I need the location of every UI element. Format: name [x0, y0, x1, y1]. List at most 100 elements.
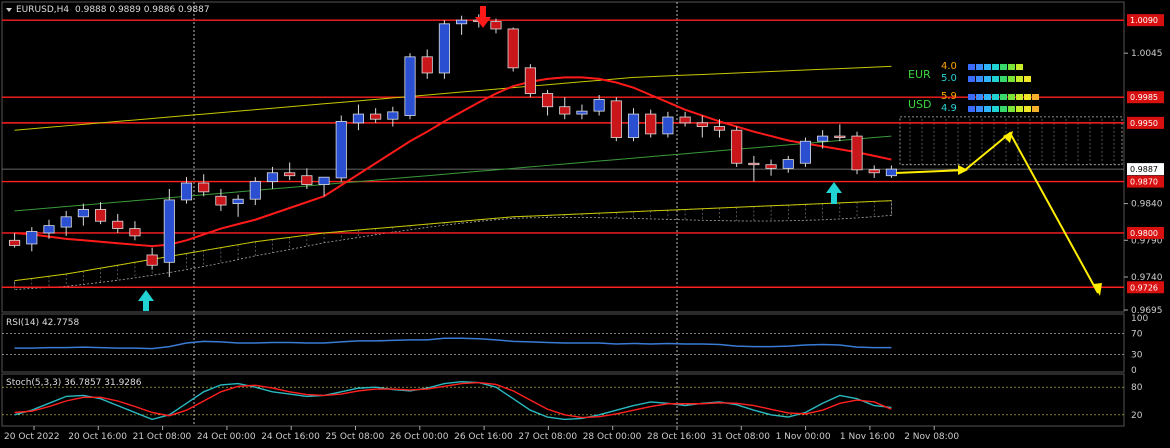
usd-label: USD	[908, 98, 932, 111]
candle-body	[799, 140, 811, 164]
price-tick-label: 0.9695	[1131, 306, 1163, 316]
strength-bar-cell	[1024, 106, 1031, 112]
candle-body	[627, 113, 640, 138]
candle-body	[129, 228, 141, 237]
strength-bar-cell	[1008, 106, 1015, 112]
rsi-label: RSI(14) 42.7758	[6, 318, 79, 328]
strength-value-1: 4.0	[941, 61, 957, 72]
strength-bar-cell	[968, 106, 975, 112]
candle-body	[95, 209, 107, 222]
price-tick-label: 1.0045	[1131, 49, 1163, 59]
candle-body	[593, 98, 605, 112]
strength-bar-cell	[968, 76, 975, 82]
candlesticks	[9, 14, 897, 277]
forecast-arrowhead-1	[958, 165, 968, 175]
buy-arrow-icon	[826, 182, 842, 204]
candle-body	[43, 225, 55, 234]
candle-body	[60, 216, 72, 228]
price-levels	[2, 19, 1124, 288]
stochastic-indicator: 80 20	[2, 380, 1143, 421]
candle-body	[249, 181, 261, 200]
candle-body	[559, 106, 571, 115]
candle-body	[335, 121, 347, 179]
stoch-label: Stoch(5,3,3) 36.7857 31.9286	[6, 378, 142, 388]
strength-bar-cell	[992, 106, 999, 112]
signal-arrows	[138, 6, 842, 311]
time-tick-label: 31 Oct 08:00	[711, 432, 770, 442]
candle-body	[576, 110, 588, 115]
price-level-badge-label: 1.0090	[1130, 16, 1158, 25]
strength-bar-cell	[1000, 94, 1007, 100]
strength-bar-cell	[976, 94, 983, 100]
ma-red-line	[14, 76, 892, 248]
time-tick-label: 24 Oct 00:00	[197, 432, 256, 442]
strength-bar-cell	[1016, 76, 1023, 82]
price-tick-label: 0.9740	[1131, 273, 1163, 283]
moving-averages	[14, 65, 892, 282]
stoch-tick-label: 20	[1131, 411, 1143, 421]
candle-body	[352, 113, 364, 124]
strength-bar-cell	[1000, 106, 1007, 112]
price-level-badge	[1127, 116, 1164, 129]
eur-label: EUR	[908, 68, 931, 81]
price-level-badge	[1127, 91, 1164, 104]
time-axis: 20 Oct 2022 20 Oct 16:00 21 Oct 08:00 24 Oc…	[4, 426, 959, 442]
candle-body	[180, 182, 193, 201]
price-level-badge	[1127, 226, 1164, 239]
strength-bar-cell	[1000, 76, 1007, 82]
candle-body	[885, 168, 897, 177]
forecast-path-arrow	[895, 131, 1099, 294]
strength-bar-cell	[992, 64, 999, 70]
time-tick-label: 26 Oct 00:00	[390, 432, 449, 442]
strength-bar-cell	[1024, 76, 1031, 82]
strength-bar-cell	[984, 106, 991, 112]
sell-arrow-icon	[475, 6, 491, 28]
strength-bar-cell	[984, 64, 991, 70]
ichimoku-cloud	[14, 116, 1123, 290]
candle-body	[77, 209, 89, 218]
rsi-panel-frame	[1, 313, 1125, 373]
stoch-signal-line	[14, 381, 892, 419]
price-level-badge-label: 0.9870	[1130, 178, 1158, 187]
rsi-line	[14, 337, 892, 350]
strength-bar-cell	[1016, 94, 1023, 100]
header-ohlc: 0.9888 0.9889 0.9886 0.9887	[75, 5, 210, 15]
candle-body	[26, 231, 38, 245]
price-level-badge-label: 0.9950	[1130, 119, 1158, 128]
forecast-arrowhead-3	[1093, 283, 1102, 296]
strength-bar-cell	[1024, 94, 1031, 100]
forecast-arrowhead-2	[1003, 131, 1013, 143]
strength-bar-cell	[1000, 64, 1007, 70]
candle-body	[215, 195, 227, 206]
buy-arrow-icon	[138, 290, 154, 311]
candle-body	[112, 220, 124, 229]
candle-body	[868, 169, 880, 174]
strength-bar-cell	[976, 106, 983, 112]
main-panel-frame	[1, 1, 1125, 313]
strength-bar-cell	[968, 64, 975, 70]
day-separators	[193, 2, 678, 426]
ma-yellow-top-line	[14, 65, 892, 131]
strength-bar-cell	[1008, 94, 1015, 100]
stoch-main-line	[14, 380, 892, 421]
candle-body	[662, 116, 674, 135]
future-cloud	[899, 116, 1123, 166]
time-tick-label: 24 Oct 16:00	[261, 432, 320, 442]
header-dropdown-icon[interactable]	[6, 8, 12, 12]
strength-value-2: 5.0	[941, 73, 957, 84]
time-tick-label: 27 Oct 08:00	[518, 432, 577, 442]
candle-body	[456, 19, 468, 25]
strength-bar-cell	[1008, 64, 1015, 70]
candle-body	[696, 122, 708, 127]
strength-bar-cell	[1016, 106, 1023, 112]
candle-body	[370, 113, 382, 120]
header-title: EURUSD,H4	[16, 5, 69, 15]
rsi-tick-label: 30	[1131, 350, 1143, 360]
ma-yellow-line	[14, 200, 892, 282]
candle-body	[284, 172, 296, 177]
candle-body	[817, 135, 829, 142]
strength-bar-cell	[992, 94, 999, 100]
candle-body	[421, 56, 433, 74]
strength-bar-cell	[976, 76, 983, 82]
